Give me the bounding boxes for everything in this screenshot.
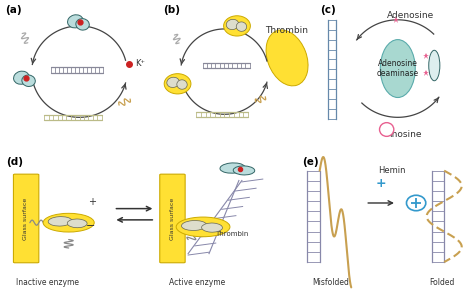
Ellipse shape bbox=[167, 77, 179, 87]
Text: Folded: Folded bbox=[430, 278, 455, 287]
Text: (d): (d) bbox=[6, 156, 23, 167]
Ellipse shape bbox=[380, 40, 415, 98]
Ellipse shape bbox=[43, 213, 94, 232]
Ellipse shape bbox=[233, 166, 255, 175]
Circle shape bbox=[407, 195, 426, 211]
Ellipse shape bbox=[201, 223, 222, 232]
Text: Adenosine
deaminase: Adenosine deaminase bbox=[377, 59, 419, 78]
Text: (a): (a) bbox=[5, 5, 21, 15]
Ellipse shape bbox=[164, 74, 191, 94]
Circle shape bbox=[380, 123, 394, 136]
Ellipse shape bbox=[182, 221, 207, 231]
Ellipse shape bbox=[176, 217, 230, 237]
FancyBboxPatch shape bbox=[13, 174, 39, 263]
Text: −: − bbox=[86, 221, 96, 231]
Ellipse shape bbox=[226, 19, 239, 30]
FancyBboxPatch shape bbox=[160, 174, 185, 263]
Text: (b): (b) bbox=[164, 5, 181, 15]
Ellipse shape bbox=[48, 217, 72, 226]
Ellipse shape bbox=[266, 30, 308, 86]
Text: Inactive enzyme: Inactive enzyme bbox=[16, 278, 79, 287]
Ellipse shape bbox=[14, 71, 29, 84]
Text: Thrombin: Thrombin bbox=[215, 231, 248, 237]
Text: Active enzyme: Active enzyme bbox=[169, 278, 225, 287]
Ellipse shape bbox=[429, 50, 440, 81]
Text: Misfolded: Misfolded bbox=[312, 278, 348, 287]
Text: Glass surface: Glass surface bbox=[170, 197, 175, 240]
Text: Inosine: Inosine bbox=[390, 130, 422, 139]
Text: (e): (e) bbox=[302, 156, 319, 167]
Ellipse shape bbox=[68, 15, 83, 28]
Text: Thrombin: Thrombin bbox=[265, 26, 309, 35]
Ellipse shape bbox=[236, 22, 246, 31]
Ellipse shape bbox=[67, 219, 87, 228]
Text: +: + bbox=[376, 177, 386, 190]
Text: (c): (c) bbox=[320, 5, 336, 15]
Ellipse shape bbox=[22, 75, 35, 86]
Ellipse shape bbox=[224, 16, 250, 36]
Ellipse shape bbox=[177, 80, 187, 89]
Ellipse shape bbox=[220, 163, 245, 173]
Text: +: + bbox=[88, 197, 96, 207]
Text: Hemin: Hemin bbox=[378, 166, 405, 176]
Text: Adenosine: Adenosine bbox=[387, 11, 434, 20]
Text: Glass surface: Glass surface bbox=[24, 197, 28, 240]
Ellipse shape bbox=[76, 19, 89, 30]
Text: K⁺: K⁺ bbox=[135, 59, 145, 69]
